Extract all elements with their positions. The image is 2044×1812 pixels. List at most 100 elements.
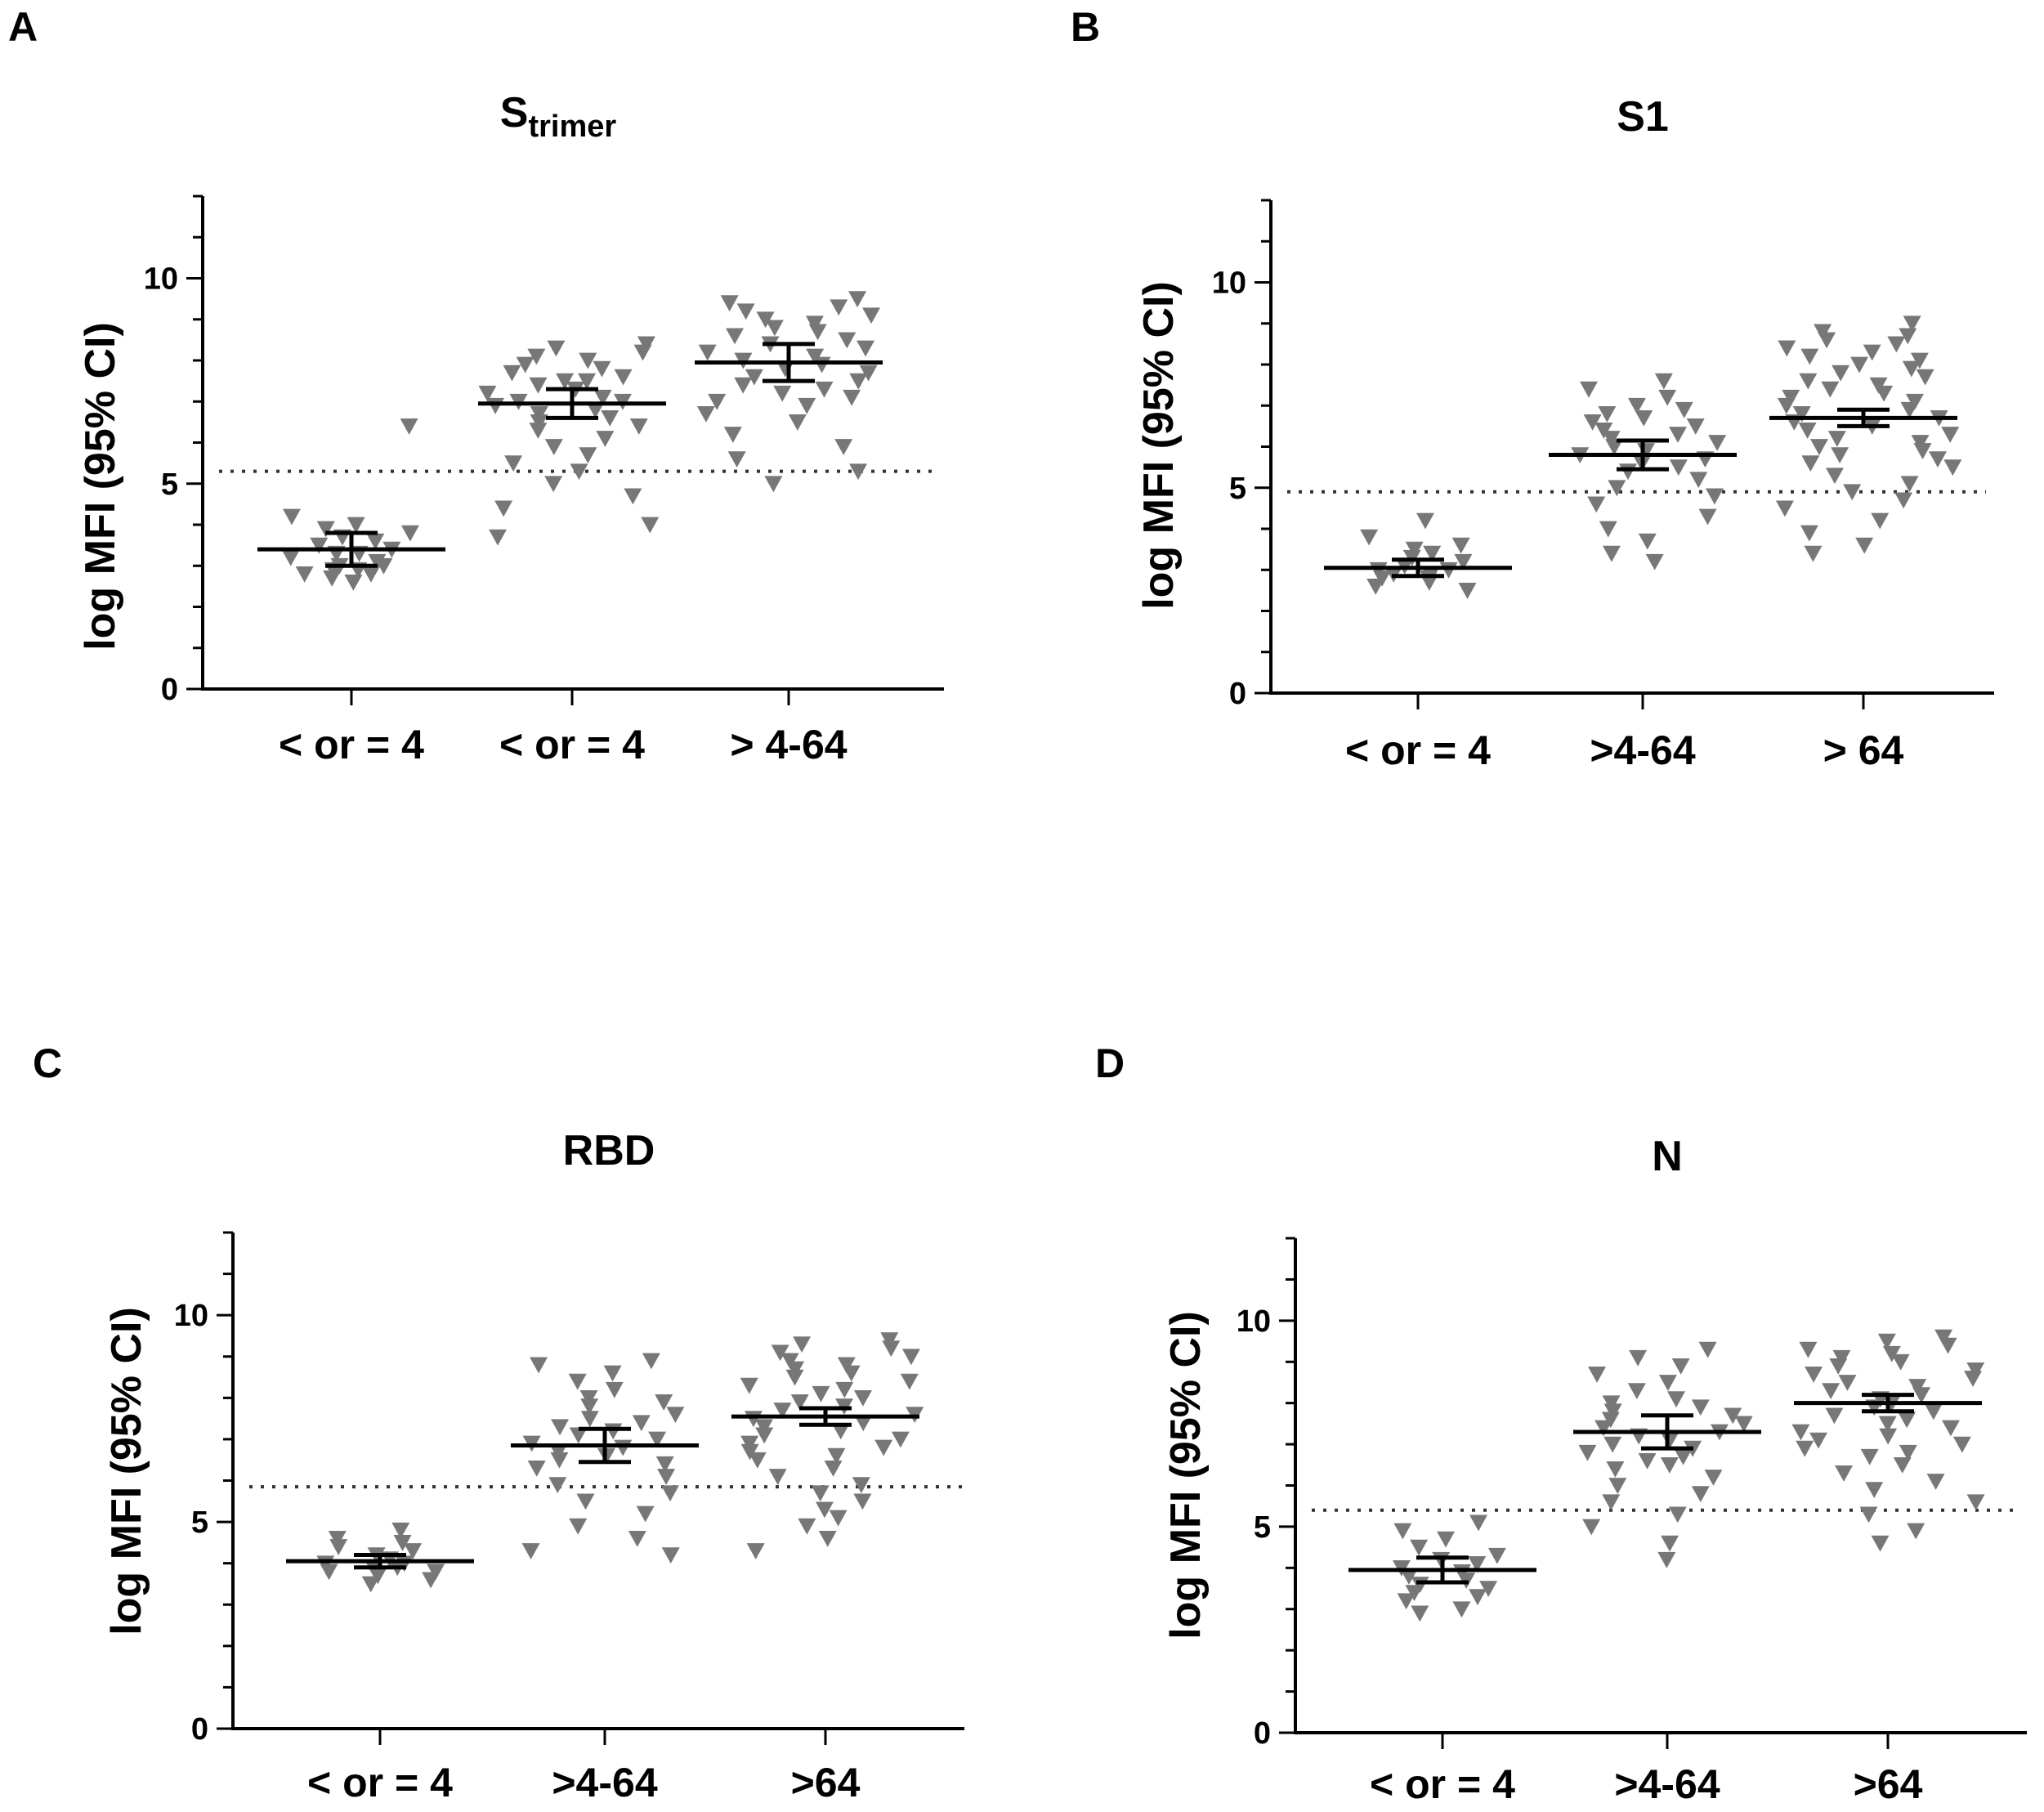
data-point (1698, 508, 1717, 526)
data-point (830, 299, 848, 316)
data-point (661, 1547, 680, 1564)
data-point (1661, 1432, 1679, 1449)
data-point (1657, 1551, 1676, 1568)
data-point (569, 1518, 588, 1535)
data-point (393, 1535, 412, 1551)
data-point (1924, 1403, 1943, 1421)
data-point (853, 1389, 872, 1407)
data-point (843, 389, 861, 406)
data-point (815, 381, 834, 398)
data-point (1588, 1367, 1607, 1383)
data-point (1878, 1416, 1897, 1433)
axes: 0 5 10 < or = 4 >4-64 >64 (174, 1231, 964, 1805)
y-tick-label: 10 (174, 1299, 208, 1333)
data-point (530, 405, 548, 423)
data-point (1629, 1349, 1648, 1367)
data-point (1411, 1605, 1429, 1622)
panel-letter: D (1095, 1040, 1125, 1086)
data-point (569, 1427, 588, 1444)
data-point (1941, 427, 1960, 443)
data-point (748, 1452, 767, 1469)
data-point (900, 1373, 919, 1390)
data-point (1734, 1416, 1753, 1433)
data-point (422, 1572, 441, 1589)
data-point (580, 1398, 599, 1415)
panel-letter: B (1071, 4, 1100, 50)
data-point (755, 1427, 774, 1444)
data-point (754, 1419, 773, 1436)
data-point (576, 1493, 595, 1510)
data-point (1952, 1436, 1971, 1453)
data-point (633, 344, 652, 361)
data-point (1660, 1456, 1679, 1474)
y-tick-label: 10 (144, 262, 178, 297)
y-axis-label: log MFI (95% CI) (103, 1307, 150, 1635)
panel-letter: A (8, 4, 38, 50)
data-point (478, 385, 497, 402)
data-point (1603, 1436, 1622, 1453)
data-point (1599, 521, 1617, 538)
data-point (1829, 1358, 1848, 1375)
data-point (798, 1518, 816, 1535)
data-point (1809, 1432, 1827, 1449)
data-point (1860, 1448, 1879, 1465)
data-point (323, 570, 342, 587)
data-point (1941, 1420, 1960, 1437)
data-point (1654, 373, 1673, 390)
data-point (1668, 1506, 1687, 1523)
data-point (1608, 1478, 1627, 1494)
data-point (579, 352, 597, 369)
data-point (578, 373, 597, 390)
data-point (857, 340, 875, 357)
data-point (1964, 1371, 1983, 1387)
data-point (1911, 435, 1930, 451)
data-point (1810, 439, 1828, 455)
data-point (655, 1456, 674, 1473)
data-point (556, 373, 575, 390)
data-point (636, 1506, 655, 1523)
y-tick-label: 10 (1212, 266, 1246, 301)
x-category-label: >4-64 (1614, 1761, 1720, 1807)
y-tick-label: 5 (161, 468, 178, 502)
data-point (1912, 1387, 1931, 1404)
data-point (1458, 583, 1477, 599)
data-point (547, 340, 566, 357)
data-point (1594, 423, 1613, 439)
data-point (1601, 1412, 1620, 1429)
data-point (852, 1477, 870, 1494)
data-point (1832, 365, 1850, 382)
x-category-label: < or = 4 (1370, 1761, 1515, 1807)
data-point (1658, 389, 1677, 406)
data-point (366, 533, 385, 550)
data-point (1667, 1391, 1686, 1408)
y-tick-label: 5 (191, 1506, 208, 1540)
mean-ci (695, 342, 883, 383)
data-point (1791, 1424, 1810, 1441)
data-point (827, 1447, 846, 1465)
data-point (527, 1460, 546, 1477)
data-point (579, 1389, 598, 1407)
data-point (745, 369, 763, 386)
data-point (605, 1381, 624, 1398)
data-point (1792, 405, 1811, 423)
data-point (1800, 525, 1818, 542)
data-point (1399, 1568, 1418, 1585)
data-point (1724, 1407, 1742, 1425)
y-tick-label: 0 (161, 673, 178, 707)
data-point (527, 348, 546, 365)
data-point (529, 423, 548, 439)
data-point (1661, 1535, 1679, 1552)
data-point (604, 1423, 623, 1440)
panel-title: N (1652, 1133, 1683, 1180)
data-point (1796, 1440, 1814, 1457)
data-point (1966, 1494, 1985, 1511)
data-point (1903, 315, 1921, 333)
data-point (1916, 369, 1934, 386)
data-point (614, 1439, 633, 1456)
data-point (1420, 574, 1438, 591)
data-point (1602, 545, 1621, 562)
data-point (544, 476, 563, 493)
data-point (1822, 1383, 1840, 1399)
data-point (628, 1530, 646, 1547)
